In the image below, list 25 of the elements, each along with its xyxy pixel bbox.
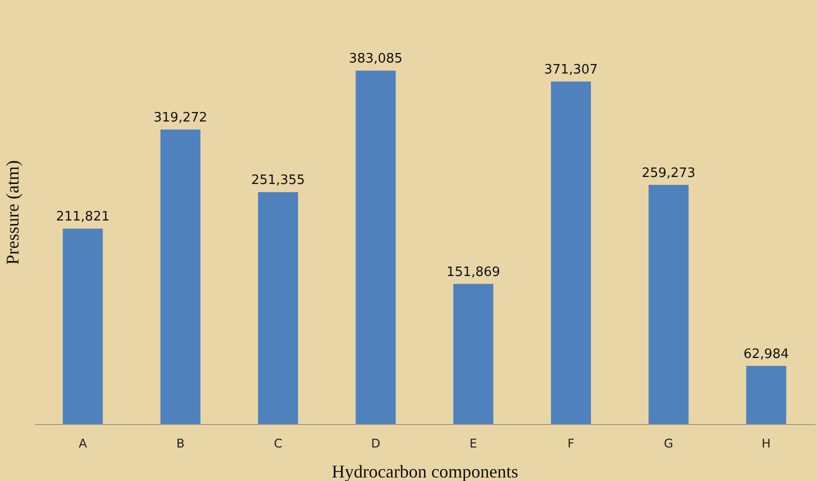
x-tick-label: E xyxy=(470,436,478,450)
data-label: 383,085 xyxy=(348,52,403,67)
data-label: 62,984 xyxy=(743,346,789,362)
x-tick-label: F xyxy=(567,436,574,450)
bar xyxy=(648,184,689,424)
data-label: 211,821 xyxy=(56,210,110,225)
y-axis-title: Pressure (atm) xyxy=(2,160,22,265)
x-tick-label: C xyxy=(274,436,282,450)
data-label: 151,869 xyxy=(446,264,500,280)
bar xyxy=(258,192,298,424)
data-label: 371,307 xyxy=(544,62,598,78)
x-tick-label: H xyxy=(762,436,771,450)
data-label: 319,272 xyxy=(154,110,208,126)
bar xyxy=(746,366,786,424)
bar xyxy=(550,82,591,424)
bar xyxy=(160,130,200,424)
x-tick-label: G xyxy=(664,436,674,450)
bar xyxy=(356,70,396,424)
bar xyxy=(453,284,494,424)
data-label: 259,273 xyxy=(642,166,696,181)
x-tick-label: A xyxy=(78,436,88,450)
x-tick-label: B xyxy=(176,436,185,450)
x-tick-label: D xyxy=(371,436,380,450)
data-label: 251,355 xyxy=(251,173,305,188)
bar xyxy=(62,228,103,424)
